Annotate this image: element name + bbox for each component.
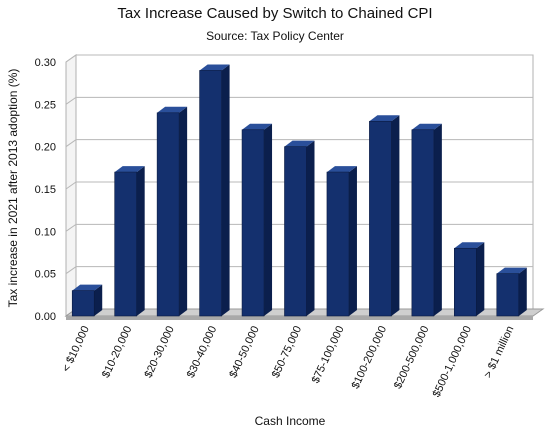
bar [369,115,400,317]
bar-front [369,120,392,317]
gridline [65,54,533,63]
x-tick-label: $20-30,000 [142,324,176,380]
y-tick-label: 0.00 [35,311,56,323]
bar-front [284,146,307,317]
bar-front [156,112,180,317]
y-tick-label: 0.05 [35,269,56,281]
bar-side [221,64,230,316]
bar-top [72,284,103,291]
bar-top [411,123,442,130]
x-tick-label: $500-1,000,000 [431,324,474,399]
bar-side [179,106,188,316]
bar-front [241,129,265,317]
y-axis-ticks: 0.00 0.05 0.10 0.15 0.20 0.25 0.30 [35,57,56,323]
x-axis-label: Cash Income [255,414,326,428]
bar-front [454,247,477,317]
bar-side [391,115,400,317]
bar [454,242,485,317]
bar-side [476,242,485,316]
bar [411,123,442,317]
y-tick-label: 0.10 [35,226,56,238]
x-axis-ticks: < $10,000 $10-20,000 $20-30,000 $30-40,000 $… [60,324,516,399]
x-tick-label: $200-500,000 [392,324,432,391]
x-tick-label: > $1 million [482,324,517,380]
bar-front [71,290,95,317]
bar [284,140,315,317]
x-tick-label: $100-200,000 [350,324,390,391]
bar [199,64,230,317]
bar [326,166,357,317]
bars [71,64,527,317]
y-axis-label: Tax increase in 2021 after 2013 adoption… [6,69,20,308]
bar-top [114,166,145,173]
bar-front [411,129,435,317]
bar-top [369,115,400,122]
x-tick-label: $30-40,000 [185,324,219,380]
y-tick-label: 0.25 [35,99,56,111]
bar-top [496,267,527,274]
bar [496,267,527,317]
x-tick-label: < $10,000 [60,324,92,374]
bar-top [284,140,315,147]
bar-side [433,123,442,316]
bar-front [496,273,520,317]
x-tick-label: $10-20,000 [100,324,134,380]
bar-side [306,140,315,316]
floor-edge [66,316,533,320]
bar [156,106,188,317]
bar-top [242,123,273,130]
y-tick-label: 0.15 [35,184,56,196]
chart-subtitle: Source: Tax Policy Center [206,29,344,43]
bar [241,123,273,317]
bar-side [348,166,357,316]
x-tick-label: $75-100,000 [310,324,347,385]
bar-side [94,284,103,316]
bar-top [199,64,230,71]
bar-front [199,70,222,317]
bar-front [114,171,137,317]
bar [114,166,145,317]
bar-side [136,166,145,316]
bar-front [326,171,350,317]
x-tick-label: $40-50,000 [227,324,261,380]
bar-top [326,166,357,173]
gridline [65,96,533,105]
bar [71,284,103,317]
x-tick-label: $50-75,000 [270,324,304,380]
bar-top [157,106,188,113]
y-tick-label: 0.20 [35,142,56,154]
bar-side [518,267,527,316]
y-tick-label: 0.30 [35,57,56,69]
chart-title: Tax Increase Caused by Switch to Chained… [117,5,432,22]
bar-top [454,242,485,249]
bar-side [264,123,273,316]
